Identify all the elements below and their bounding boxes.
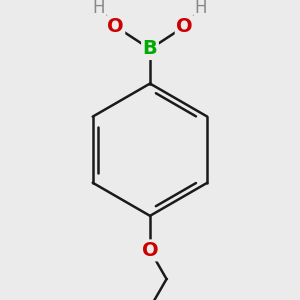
Text: H: H — [195, 0, 207, 17]
Text: B: B — [142, 40, 158, 58]
Text: O: O — [176, 17, 193, 36]
Text: O: O — [142, 241, 158, 260]
Text: O: O — [107, 17, 124, 36]
Text: H: H — [93, 0, 105, 17]
